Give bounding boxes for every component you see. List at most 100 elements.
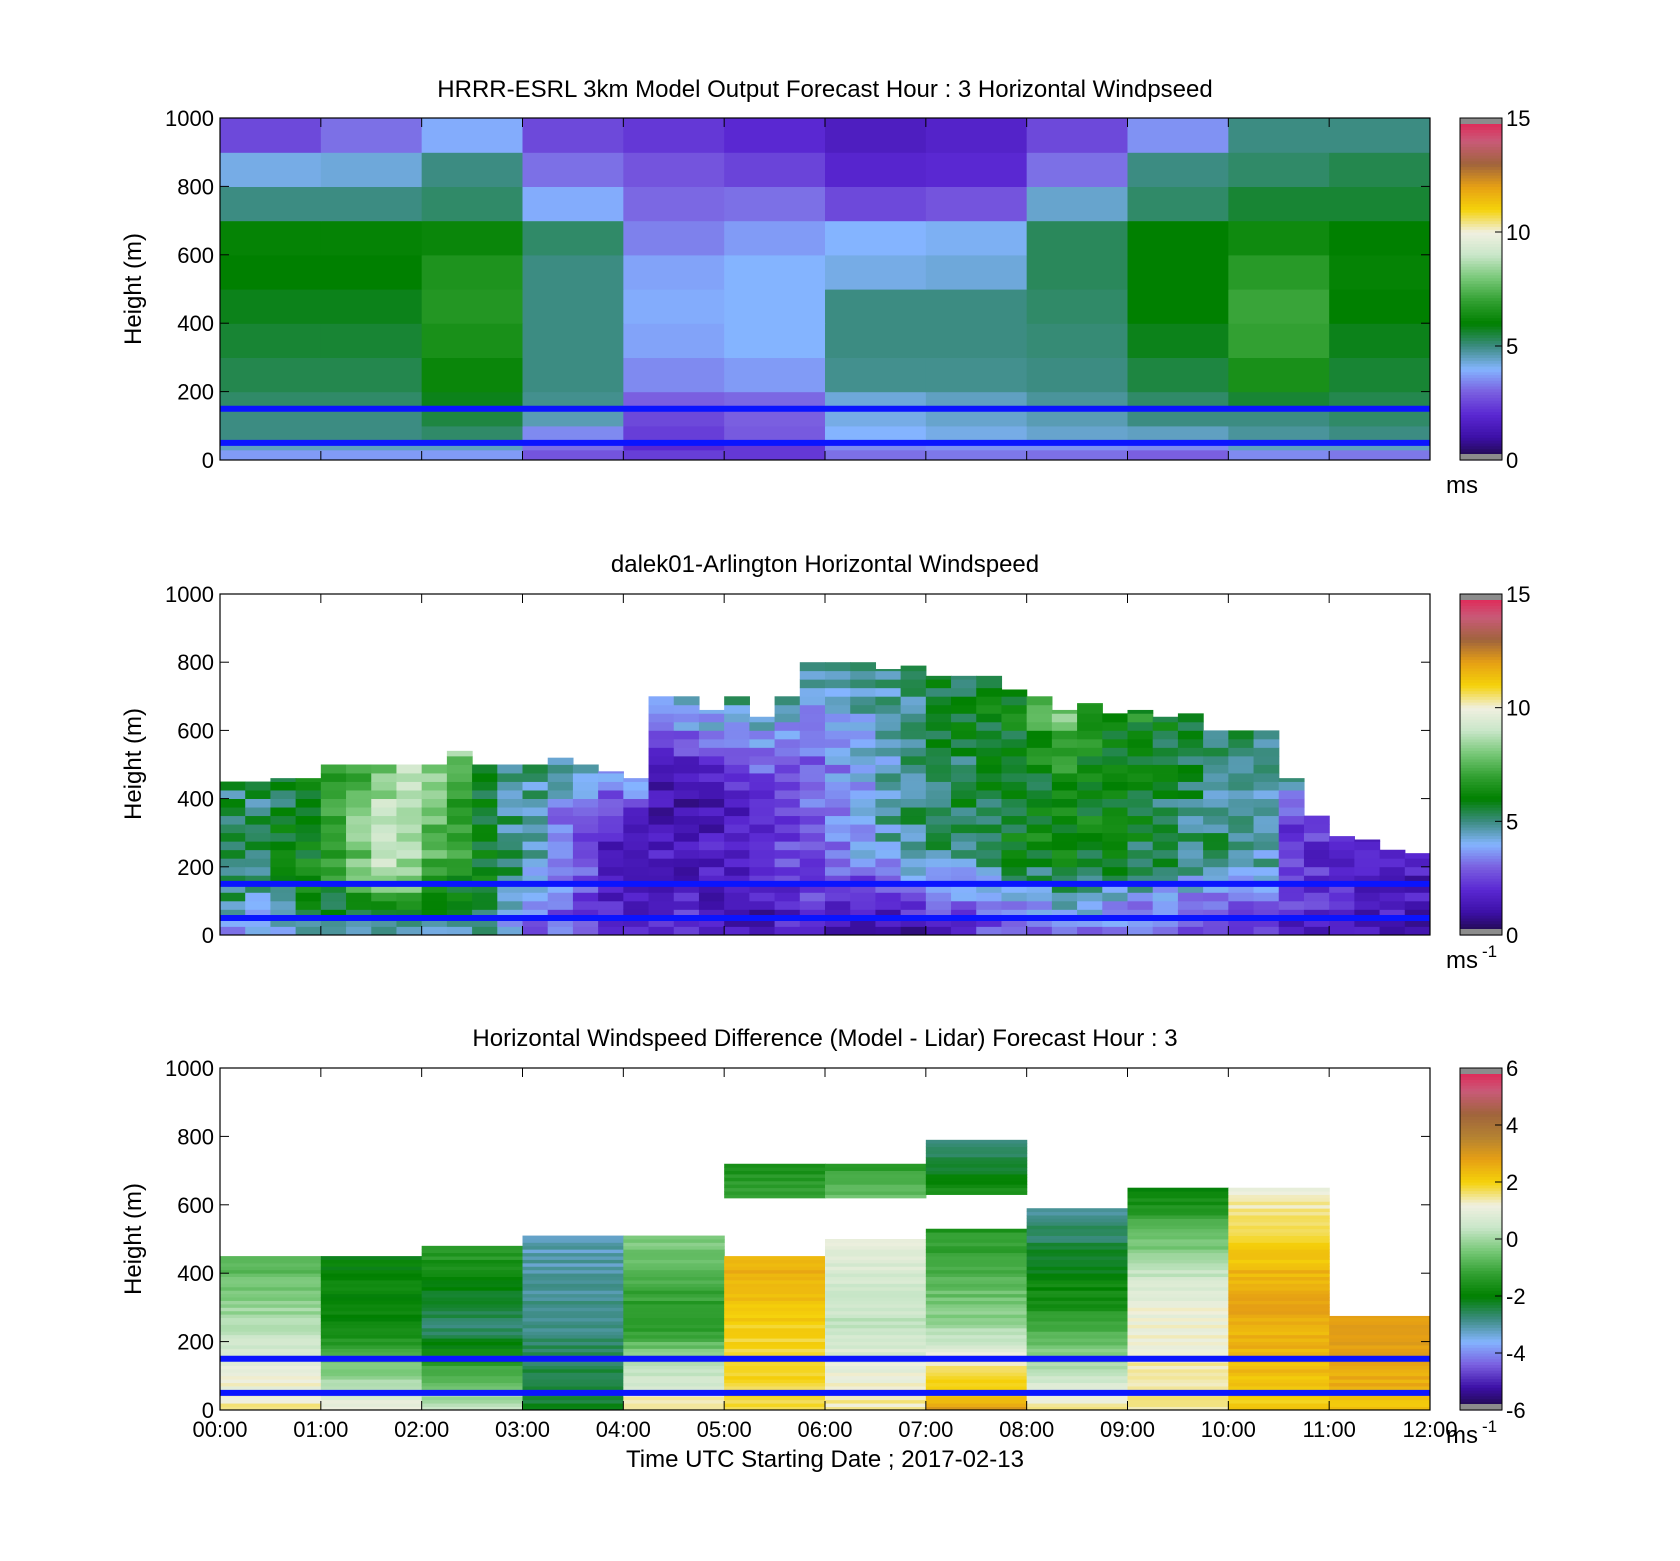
difference-cell [925, 1334, 1028, 1339]
lidar-cell [976, 790, 1003, 799]
model-cell [1026, 254, 1129, 290]
lidar-cell [749, 841, 776, 851]
difference-cell [1127, 1365, 1229, 1370]
difference-cell [925, 1283, 1028, 1288]
lidar-cell [749, 730, 776, 740]
lidar-cell [472, 866, 498, 876]
lidar-cell [951, 909, 977, 919]
colorbar-segment [1460, 863, 1502, 868]
colorbar-segment [1460, 724, 1502, 729]
lidar-cell [850, 773, 877, 782]
colorbar-segment [1460, 764, 1502, 768]
lidar-cell [421, 900, 448, 910]
lidar-cell [951, 815, 977, 825]
colorbar-tick-label: 15 [1506, 582, 1530, 607]
lidar-cell [1001, 781, 1028, 791]
model-cell [1228, 289, 1330, 324]
lidar-cell [850, 866, 877, 876]
lidar-cell [346, 764, 372, 774]
difference-cell [623, 1266, 725, 1271]
colorbar-segment [1460, 1136, 1502, 1140]
difference-cell [320, 1293, 423, 1298]
lidar-cell [371, 909, 398, 919]
difference-cell [825, 1379, 927, 1384]
difference-cell [220, 1303, 322, 1308]
lidar-cell [1127, 790, 1154, 799]
difference-cell [1026, 1372, 1129, 1377]
model-cell [825, 408, 927, 427]
lidar-cell [1203, 917, 1229, 927]
colorbar-segment [1460, 1298, 1502, 1303]
lidar-cell [774, 815, 801, 825]
lidar-cell [1278, 900, 1305, 910]
difference-cell [724, 1331, 826, 1336]
difference-cell [1127, 1228, 1229, 1233]
lidar-cell [951, 883, 977, 893]
lidar-cell [245, 926, 272, 935]
lidar-cell [572, 807, 599, 817]
lidar-cell [900, 704, 927, 714]
lidar-cell [472, 849, 498, 859]
lidar-cell [925, 781, 952, 791]
lidar-cell [572, 832, 599, 842]
lidar-cell [1228, 730, 1255, 740]
lidar-cell [295, 778, 322, 782]
difference-cell [1228, 1252, 1330, 1257]
y-tick-label: 1000 [165, 582, 214, 607]
lidar-cell [1127, 721, 1154, 731]
lidar-cell [547, 798, 574, 808]
difference-cell [925, 1341, 1028, 1346]
model-cell [623, 220, 725, 256]
lidar-cell [875, 721, 902, 731]
lidar-cell [1102, 909, 1129, 919]
model-cell [1127, 425, 1229, 441]
lidar-cell [295, 909, 322, 919]
colorbar-segment [1460, 807, 1502, 811]
lidar-cell [547, 892, 574, 902]
lidar-cell [1051, 892, 1078, 902]
colorbar-tick-label: 2 [1506, 1170, 1518, 1195]
lidar-cell [1051, 824, 1078, 834]
difference-cell [825, 1242, 927, 1247]
difference-cell [1026, 1327, 1129, 1332]
lidar-cell [976, 926, 1003, 935]
lidar-cell [572, 849, 599, 859]
colorbar-segment [1460, 1270, 1502, 1274]
lidar-cell [1102, 900, 1129, 910]
x-tick-label: 00:00 [192, 1417, 247, 1442]
model-cell [421, 408, 524, 427]
lidar-cell [1253, 824, 1280, 834]
lidar-cell [1102, 738, 1129, 748]
lidar-cell [925, 721, 952, 731]
lidar-cell [875, 875, 902, 885]
lidar-cell [270, 798, 297, 808]
lidar-cell [925, 755, 952, 765]
lidar-cell [1001, 730, 1028, 740]
colorbar-tick-label: 10 [1506, 696, 1530, 721]
lidar-cell [1102, 926, 1129, 935]
difference-cell [220, 1300, 322, 1305]
lidar-cell [673, 849, 700, 859]
lidar-cell [850, 841, 877, 851]
lidar-cell [1253, 866, 1280, 876]
lidar-cell [648, 713, 675, 723]
lidar-cell [799, 764, 826, 774]
lidar-cell [1379, 875, 1406, 885]
difference-cell [220, 1273, 322, 1278]
difference-cell [925, 1362, 1028, 1366]
lidar-cell [497, 883, 524, 893]
lidar-cell [1203, 849, 1229, 859]
colorbar-segment [1460, 1167, 1502, 1172]
lidar-cell [774, 730, 801, 740]
lidar-cell [547, 926, 574, 935]
difference-cell [1228, 1228, 1330, 1233]
difference-cell [1127, 1269, 1229, 1274]
lidar-cell [875, 670, 902, 680]
lidar-cell [346, 781, 372, 791]
difference-cell [1127, 1338, 1229, 1342]
lidar-cell [1203, 790, 1229, 799]
lidar-cell [749, 849, 776, 859]
colorbar-segment [1460, 1239, 1502, 1243]
difference-cell [320, 1331, 423, 1336]
difference-cell [1228, 1249, 1330, 1254]
